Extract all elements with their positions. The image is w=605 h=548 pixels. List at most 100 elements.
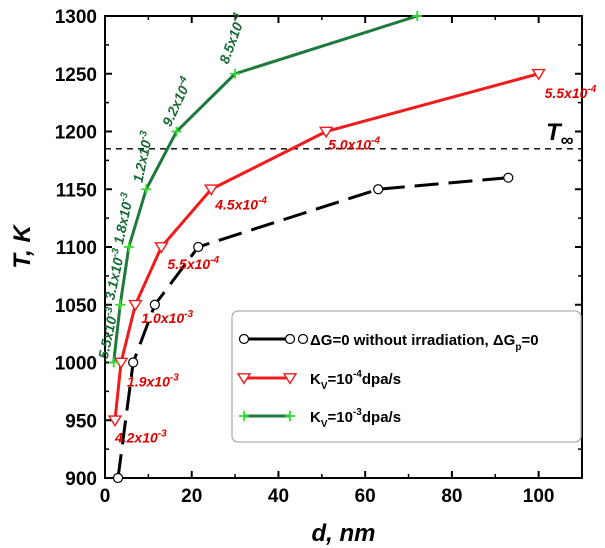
y-tick-label: 900: [65, 469, 97, 490]
legend-name-sub: V: [321, 381, 328, 392]
reference-line-label-text: T: [546, 119, 563, 146]
label-exponent: -3: [158, 428, 167, 439]
series-2-label: 8.5x10-4: [215, 11, 249, 66]
reference-line-layer: T∞: [105, 119, 582, 150]
series-0-point-0: [112, 472, 124, 484]
label-exponent: -3: [118, 191, 131, 202]
label-base: 1.9x10: [127, 374, 170, 390]
y-tick-label: 950: [65, 411, 97, 432]
y-tick-label: 1250: [55, 65, 97, 86]
legend-name-sup: -3: [353, 407, 362, 418]
label-exponent: -4: [587, 84, 596, 95]
legend-marker-0-b: [284, 333, 296, 345]
label-exponent: -3: [109, 247, 122, 258]
series-2-point-3: [141, 184, 152, 195]
series-1-label: 5.0x10-4: [328, 136, 380, 153]
series-0-point-5: [503, 172, 514, 183]
axes-layer: 900 950 1000 1050 1100 1150 1200 1250 1300 0 20 40 6…: [9, 7, 583, 547]
series-1-point-5: [318, 126, 334, 139]
y-tick-label: 1200: [55, 123, 97, 144]
series-1-label: 5.5x10-4: [545, 84, 597, 101]
legend-name-sub: V: [321, 419, 328, 430]
legend-name-tail-b: dpa/s: [362, 371, 401, 388]
series-2-point-0: [108, 357, 119, 368]
legend-name: K: [310, 409, 321, 426]
label-exponent: -3: [170, 373, 179, 384]
legend-name-tail-a: =10: [328, 371, 353, 388]
series-1-point-4: [203, 184, 219, 196]
label-base: 5.5x10: [167, 256, 210, 272]
y-axis-title: T, K: [9, 224, 36, 269]
x-tick-label: 40: [268, 486, 289, 507]
series-2-point-6: [412, 11, 423, 21]
label-base: 4.5x10: [214, 196, 258, 212]
x-tick-label: 80: [441, 486, 462, 507]
series-2-point-2: [123, 242, 134, 252]
x-tick-label: 20: [181, 486, 202, 507]
series-2-point-1: [115, 299, 126, 310]
x-tick-label: 60: [355, 486, 376, 507]
series-1-point-0: [107, 415, 123, 427]
series-0-point-2: [149, 299, 160, 310]
legend-name-tail-a: =10: [328, 409, 353, 426]
label-exponent: -3: [137, 129, 150, 140]
legend-marker-0-c: [297, 333, 309, 345]
label-exponent: -4: [210, 255, 219, 266]
series-0-point-1: [128, 357, 139, 368]
label-base: 4.2x10: [114, 429, 158, 445]
label-base: 5.0x10: [328, 137, 371, 153]
legend-name: ΔG=0 without irradiation, ΔG: [310, 332, 515, 349]
label-exponent: -3: [184, 309, 193, 320]
legend-marker-1-b: [282, 373, 298, 385]
legend-box: [231, 310, 582, 443]
y-tick-label: 1000: [55, 354, 97, 375]
y-tick-label: 1100: [56, 238, 97, 259]
legend-label-2: KV=10-3dpa/s: [310, 407, 401, 430]
legend-label-1: KV=10-4dpa/s: [310, 369, 401, 392]
legend-name-tail-b: dpa/s: [362, 409, 401, 426]
series-1-point-2: [128, 299, 143, 312]
legend-marker-0-a: [238, 333, 250, 345]
series-1-point-6: [531, 68, 546, 81]
label-base: 1.2x10: [129, 138, 154, 183]
label-exponent: -4: [258, 195, 267, 206]
x-tick-label: 100: [523, 486, 555, 507]
series-0: [112, 172, 514, 484]
label-base: 1.0x10: [141, 310, 184, 326]
series-1-point-3: [154, 242, 169, 254]
series-2-point-5: [230, 68, 241, 79]
reference-line-label: T∞: [546, 119, 574, 150]
x-axis-title: d, nm: [312, 520, 376, 547]
legend-marker-1-a: [236, 373, 252, 385]
series-0-line: [116, 176, 509, 479]
series-0-point-4: [373, 184, 384, 195]
series-2: [108, 11, 423, 368]
series-1: [107, 68, 546, 427]
x-tick-label: 0: [100, 486, 111, 507]
legend-label-0: ΔG=0 without irradiation, ΔGp=0: [310, 332, 539, 353]
legend-marker-2-b: [285, 411, 295, 421]
y-tick-label: 1150: [56, 180, 97, 201]
legend-name-tail: =0: [521, 332, 538, 349]
series-1-label: 1.0x10-3: [141, 309, 193, 326]
label-exponent: -4: [230, 11, 244, 24]
series-1-label: 4.5x10-4: [214, 195, 267, 212]
series-1-label: 1.9x10-3: [127, 373, 179, 390]
label-base: 8.5x10: [216, 20, 246, 66]
legend-marker-2-a: [239, 411, 249, 421]
legend: ΔG=0 without irradiation, ΔGp=0KV=10-4dp…: [231, 310, 582, 443]
label-base: 5.5x10: [545, 85, 588, 101]
legend-name-sub: p: [515, 342, 521, 353]
series-layer: [107, 11, 546, 484]
y-tick-label: 1300: [55, 7, 97, 28]
y-tick-label: 1050: [55, 296, 97, 317]
series-1-label: 4.2x10-3: [114, 428, 167, 445]
reference-line-label-sub: ∞: [561, 130, 574, 150]
series-1-label: 5.5x10-4: [167, 255, 219, 272]
label-exponent: -3: [103, 306, 116, 317]
legend-name: K: [310, 371, 321, 388]
legend-name-sup: -4: [353, 369, 362, 380]
series-2-point-4: [171, 126, 182, 137]
label-exponent: -4: [371, 136, 380, 147]
